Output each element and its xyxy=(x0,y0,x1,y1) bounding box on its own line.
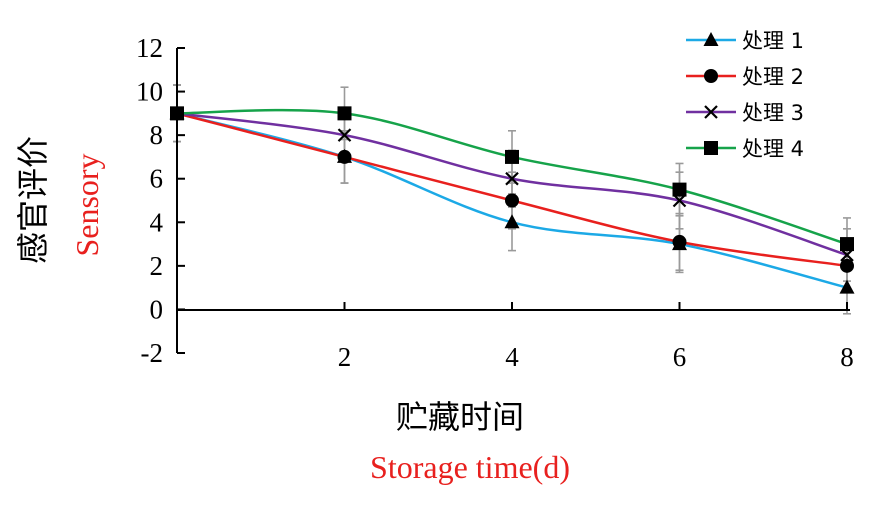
y-tick-label: -2 xyxy=(141,338,164,368)
legend-marker xyxy=(703,32,719,46)
data-point-series-2 xyxy=(840,258,854,273)
x-tick-label: 4 xyxy=(505,342,519,372)
y-ticks: -2 0 2 4 6 8 10 12 xyxy=(136,33,185,368)
data-point-series-2 xyxy=(672,234,687,249)
data-point-series-4 xyxy=(337,106,352,121)
x-axis-title-zh: 贮藏时间 xyxy=(396,398,524,436)
legend-marker xyxy=(704,69,718,83)
data-point-series-4 xyxy=(672,182,687,197)
y-axis-title-en: Sensory xyxy=(69,153,105,256)
x-tick-label: 6 xyxy=(673,342,687,372)
y-tick-label: 12 xyxy=(136,33,163,63)
y-tick-label: 0 xyxy=(150,294,164,324)
data-point-series-2 xyxy=(505,193,519,208)
data-point-series-3 xyxy=(337,128,352,142)
data-point-series-1 xyxy=(504,214,520,229)
legend-item-4: 处理 4 xyxy=(686,137,804,161)
data-point-series-4 xyxy=(840,237,854,252)
legend-label: 处理 2 xyxy=(742,65,804,89)
data-point-series-4 xyxy=(505,149,519,164)
legend-marker xyxy=(704,141,718,155)
legend-label: 处理 4 xyxy=(742,137,804,161)
y-axis-title-zh: 感官评价 xyxy=(14,136,52,264)
x-ticks: 2 4 6 8 xyxy=(338,302,854,372)
data-point-series-2 xyxy=(337,149,352,164)
legend: 处理 1 处理 2 处理 3 处理 4 xyxy=(686,29,804,161)
x-axis-title-en: Storage time(d) xyxy=(370,449,570,485)
legend-label: 处理 3 xyxy=(742,101,804,125)
legend-marker xyxy=(704,105,718,119)
data-point-series-1 xyxy=(839,279,855,294)
legend-label: 处理 1 xyxy=(742,29,804,53)
y-tick-label: 6 xyxy=(150,164,164,194)
x-tick-label: 8 xyxy=(840,342,854,372)
legend-item-3: 处理 3 xyxy=(686,101,804,125)
y-tick-label: 10 xyxy=(136,77,163,107)
legend-item-1: 处理 1 xyxy=(686,29,804,53)
x-tick-label: 2 xyxy=(338,342,352,372)
legend-item-2: 处理 2 xyxy=(686,65,804,89)
data-point-series-3 xyxy=(505,171,519,186)
y-tick-label: 2 xyxy=(150,251,164,281)
y-tick-label: 4 xyxy=(150,207,164,237)
y-tick-label: 8 xyxy=(150,120,164,150)
